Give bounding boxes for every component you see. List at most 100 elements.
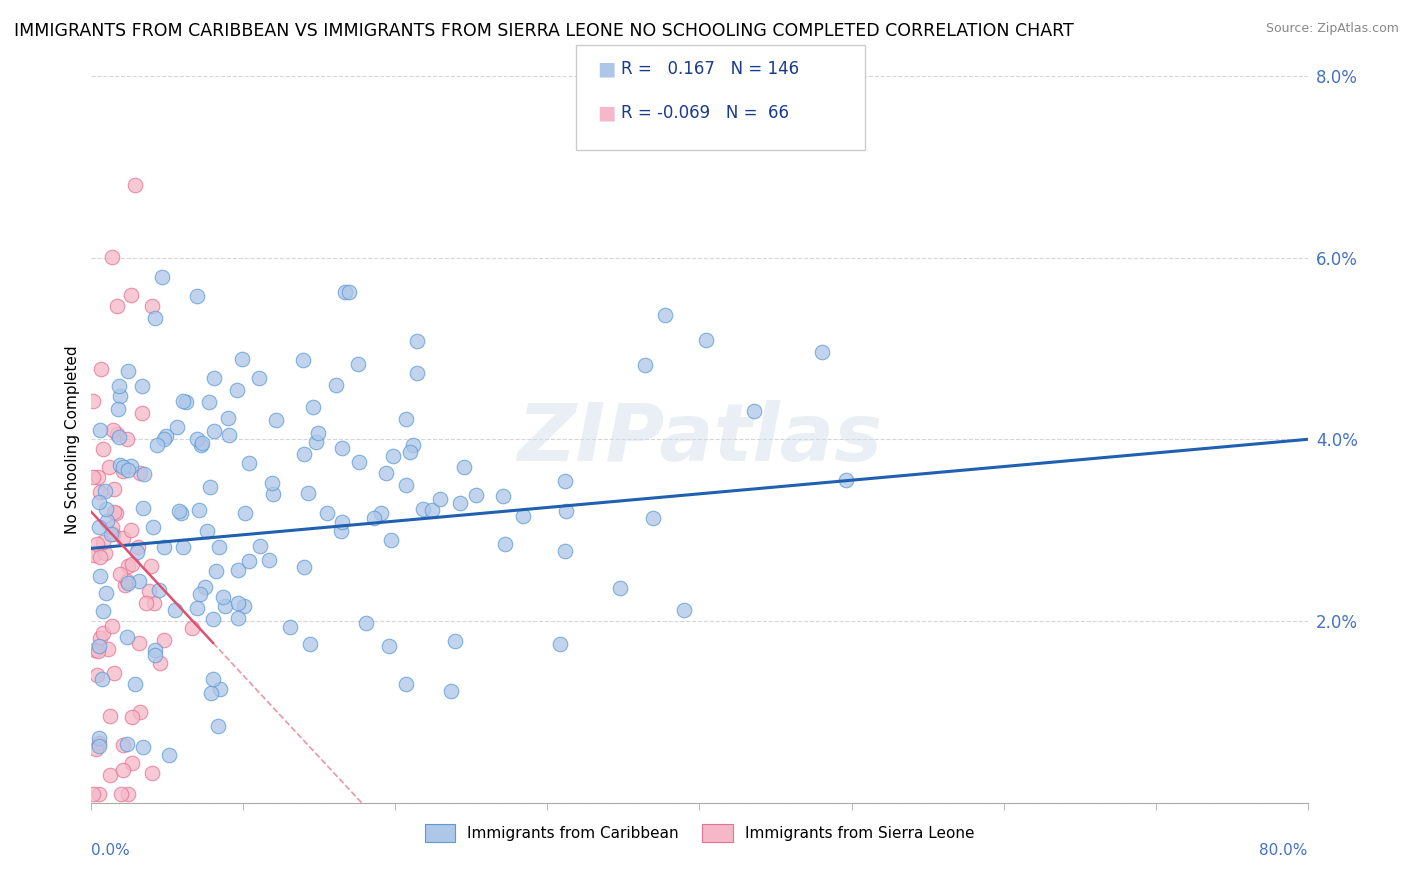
Point — [654, 308, 676, 322]
Point — [87, 731, 110, 746]
Point — [212, 590, 235, 604]
Point — [238, 554, 260, 568]
Point — [444, 634, 467, 648]
Point — [834, 473, 856, 487]
Point — [108, 379, 131, 393]
Point — [96, 501, 118, 516]
Point — [90, 362, 112, 376]
Y-axis label: No Schooling Completed: No Schooling Completed — [65, 345, 80, 533]
Point — [108, 430, 131, 444]
Point — [370, 507, 392, 521]
Point — [233, 599, 256, 613]
Point — [262, 476, 284, 491]
Point — [167, 504, 190, 518]
Text: ZIPatlas: ZIPatlas — [517, 401, 882, 478]
Point — [330, 524, 353, 538]
Point — [208, 541, 231, 555]
Point — [107, 402, 129, 417]
Point — [121, 756, 143, 770]
Point — [134, 467, 156, 482]
Point — [166, 420, 188, 434]
Point — [202, 425, 225, 439]
Point — [135, 596, 157, 610]
Point — [82, 470, 104, 484]
Point — [325, 378, 347, 392]
Point — [105, 299, 128, 313]
Point — [91, 672, 114, 686]
Point — [141, 299, 163, 313]
Point — [170, 506, 193, 520]
Point — [111, 763, 134, 777]
Point — [103, 482, 125, 496]
Point — [89, 484, 111, 499]
Point — [96, 514, 118, 528]
Point — [297, 485, 319, 500]
Point — [128, 705, 150, 719]
Point — [87, 739, 110, 753]
Point — [121, 710, 143, 724]
Point — [117, 559, 139, 574]
Point — [115, 737, 138, 751]
Point — [347, 357, 370, 371]
Point — [101, 520, 124, 534]
Point — [305, 434, 328, 449]
Point — [139, 558, 162, 573]
Point — [247, 371, 270, 385]
Point — [120, 288, 142, 302]
Point — [125, 545, 148, 559]
Point — [378, 640, 401, 654]
Point — [190, 437, 212, 451]
Point — [89, 423, 111, 437]
Point — [89, 631, 111, 645]
Point — [111, 738, 134, 752]
Point — [89, 569, 111, 583]
Text: R =   0.167   N = 146: R = 0.167 N = 146 — [621, 60, 800, 78]
Point — [332, 441, 354, 455]
Point — [494, 537, 516, 551]
Point — [226, 383, 249, 397]
Point — [181, 621, 204, 635]
Point — [149, 656, 172, 670]
Point — [121, 557, 143, 571]
Point — [226, 610, 249, 624]
Point — [226, 596, 249, 610]
Point — [292, 352, 315, 367]
Text: ■: ■ — [598, 103, 616, 123]
Point — [235, 506, 257, 520]
Point — [104, 506, 127, 520]
Point — [153, 433, 176, 447]
Point — [153, 633, 176, 648]
Point — [163, 603, 186, 617]
Text: ■: ■ — [598, 59, 616, 78]
Point — [132, 501, 155, 516]
Point — [128, 636, 150, 650]
Point — [363, 511, 385, 525]
Point — [138, 584, 160, 599]
Point — [292, 447, 315, 461]
Point — [335, 285, 357, 299]
Point — [262, 486, 284, 500]
Point — [101, 619, 124, 633]
Point — [98, 460, 121, 475]
Point — [103, 527, 125, 541]
Point — [440, 684, 463, 698]
Point — [412, 501, 434, 516]
Point — [105, 427, 128, 442]
Point — [111, 464, 134, 478]
Point — [633, 358, 655, 372]
Point — [347, 455, 370, 469]
Point — [214, 599, 236, 613]
Point — [87, 787, 110, 801]
Point — [548, 637, 571, 651]
Point — [643, 511, 665, 525]
Point — [292, 560, 315, 574]
Point — [231, 352, 253, 367]
Point — [127, 540, 149, 554]
Point — [464, 488, 486, 502]
Point — [198, 395, 221, 409]
Point — [103, 505, 125, 519]
Point — [117, 787, 139, 801]
Point — [87, 469, 110, 483]
Point — [380, 533, 402, 547]
Point — [278, 619, 301, 633]
